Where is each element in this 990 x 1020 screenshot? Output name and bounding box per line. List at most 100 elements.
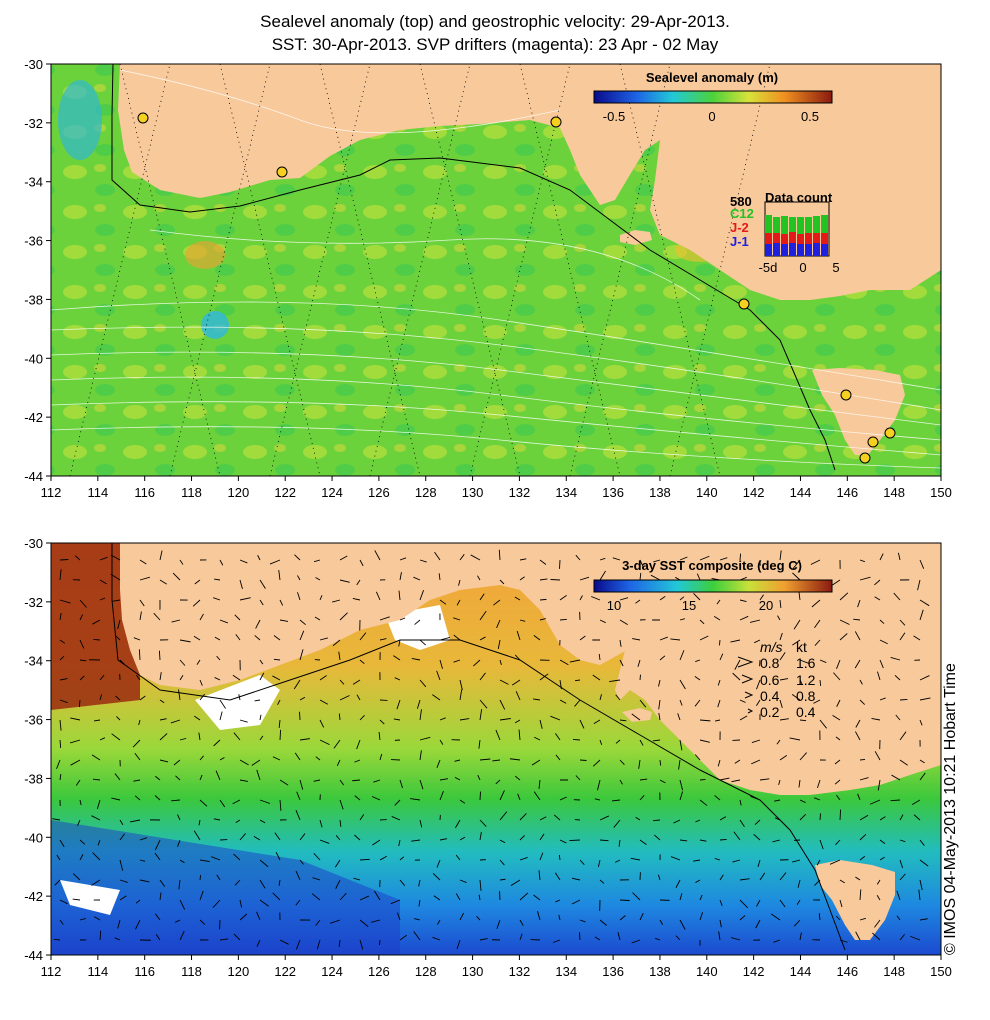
velocity-arrow — [479, 879, 482, 891]
velocity-arrow — [619, 915, 626, 921]
data-count-bar — [789, 243, 796, 256]
sla-frame — [50, 63, 942, 477]
tide-gauge-marker — [859, 452, 871, 464]
sla-colorbar: Sealevel anomaly (m) -0.5 0 0.5 — [593, 70, 833, 124]
sst-colorbar-title: 3-day SST composite (deg C) — [622, 558, 802, 573]
velocity-arrow — [679, 739, 683, 751]
velocity-arrow — [896, 915, 901, 921]
velocity-arrow — [99, 674, 105, 681]
velocity-arrow — [232, 674, 241, 681]
velocity-arrow — [177, 839, 181, 847]
velocity-arrow — [759, 778, 770, 781]
velocity-arrow — [829, 859, 841, 865]
data-count-bar — [789, 217, 796, 232]
velocity-arrow — [653, 834, 661, 841]
velocity-arrow — [434, 551, 441, 561]
velocity-arrow — [772, 839, 781, 843]
velocity-arrow — [114, 634, 121, 641]
sla-x-tick-label: 142 — [743, 485, 765, 500]
velocity-arrow — [211, 856, 221, 861]
velocity-arrow — [139, 599, 145, 607]
data-count-bar — [813, 216, 820, 233]
velocity-arrow — [519, 857, 528, 861]
sla-y-tick-label: -34 — [24, 175, 43, 190]
sla-x-tick-label: 138 — [649, 485, 671, 500]
velocity-arrow — [478, 894, 481, 901]
velocity-arrow — [359, 659, 365, 665]
velocity-arrow — [259, 799, 271, 804]
velocity-arrow — [432, 872, 441, 881]
velocity-arrow — [119, 879, 128, 883]
velocity-arrow — [135, 919, 141, 930]
velocity-arrow — [199, 755, 204, 761]
velocity-arrow — [658, 699, 661, 710]
velocity-arrow — [739, 699, 746, 703]
velocity-arrow — [79, 675, 85, 681]
velocity-arrow — [559, 796, 567, 801]
velocity-arrow — [470, 554, 481, 561]
velocity-arrow — [518, 729, 521, 741]
velocity-arrow — [59, 678, 68, 681]
velocity-arrow — [316, 939, 321, 950]
velocity-arrow — [694, 676, 701, 681]
velocity-arrow — [678, 759, 681, 770]
velocity-arrow — [658, 712, 661, 721]
velocity-arrow — [115, 695, 121, 701]
velocity-arrow — [694, 754, 701, 761]
velocity-arrow — [658, 679, 661, 687]
sla-x-tick-label: 150 — [930, 485, 952, 500]
velocity-arrow — [835, 736, 841, 741]
velocity-arrow — [274, 832, 281, 841]
velocity-arrow — [579, 719, 585, 729]
velocity-arrow — [53, 938, 61, 941]
velocity-arrow — [297, 575, 301, 581]
velocity-arrow — [559, 699, 567, 704]
velocity-arrow — [659, 636, 668, 641]
velocity-arrow — [695, 879, 701, 883]
velocity-arrow — [693, 592, 701, 601]
data-count-bar — [781, 234, 788, 244]
velocity-arrow — [510, 879, 521, 886]
velocity-arrow — [399, 557, 407, 561]
velocity-arrow — [177, 814, 181, 821]
land-tasmania — [815, 860, 895, 940]
velocity-arrow — [719, 777, 730, 781]
velocity-arrow — [679, 791, 684, 801]
velocity-arrow — [734, 659, 741, 670]
sla-y-tick-label: -42 — [24, 410, 43, 425]
velocity-arrow — [653, 559, 661, 563]
velocity-arrow — [639, 572, 642, 581]
velocity-arrow — [153, 612, 161, 621]
velocity-arrow — [879, 659, 884, 669]
velocity-arrow — [319, 739, 330, 746]
velocity-arrow — [855, 876, 861, 881]
sst-x-tick-label: 132 — [509, 964, 531, 979]
velocity-arrow — [299, 696, 306, 701]
velocity-arrow — [134, 795, 141, 801]
velocity-arrow — [439, 637, 450, 641]
velocity-arrow — [818, 913, 821, 921]
velocity-arrow — [859, 777, 869, 781]
velocity-arrow — [579, 576, 590, 581]
velocity-arrow — [731, 937, 741, 941]
data-count-value: 580 — [730, 194, 752, 209]
velocity-arrow — [354, 834, 361, 841]
velocity-arrow — [718, 931, 721, 941]
sst-x-tick-label: 136 — [602, 964, 624, 979]
velocity-arrow — [699, 635, 709, 641]
velocity-arrow — [813, 699, 821, 704]
velocity-arrow — [539, 852, 544, 861]
sst-axes: 112 114 116 118 120 122 124 126 128 130 132 134 136 1… — [24, 536, 952, 979]
velocity-arrow — [277, 699, 281, 706]
velocity-arrow — [319, 699, 328, 705]
velocity-arrow — [479, 938, 488, 941]
velocity-arrow — [59, 899, 68, 905]
velocity-arrow — [779, 652, 786, 661]
velocity-arrow — [312, 877, 321, 881]
velocity-arrow — [59, 569, 62, 581]
velocity-arrow — [833, 672, 841, 681]
sla-x-tick-label: 132 — [509, 485, 531, 500]
velocity-arrow — [233, 853, 241, 861]
velocity-arrow — [719, 839, 727, 841]
velocity-arrow — [299, 630, 305, 641]
